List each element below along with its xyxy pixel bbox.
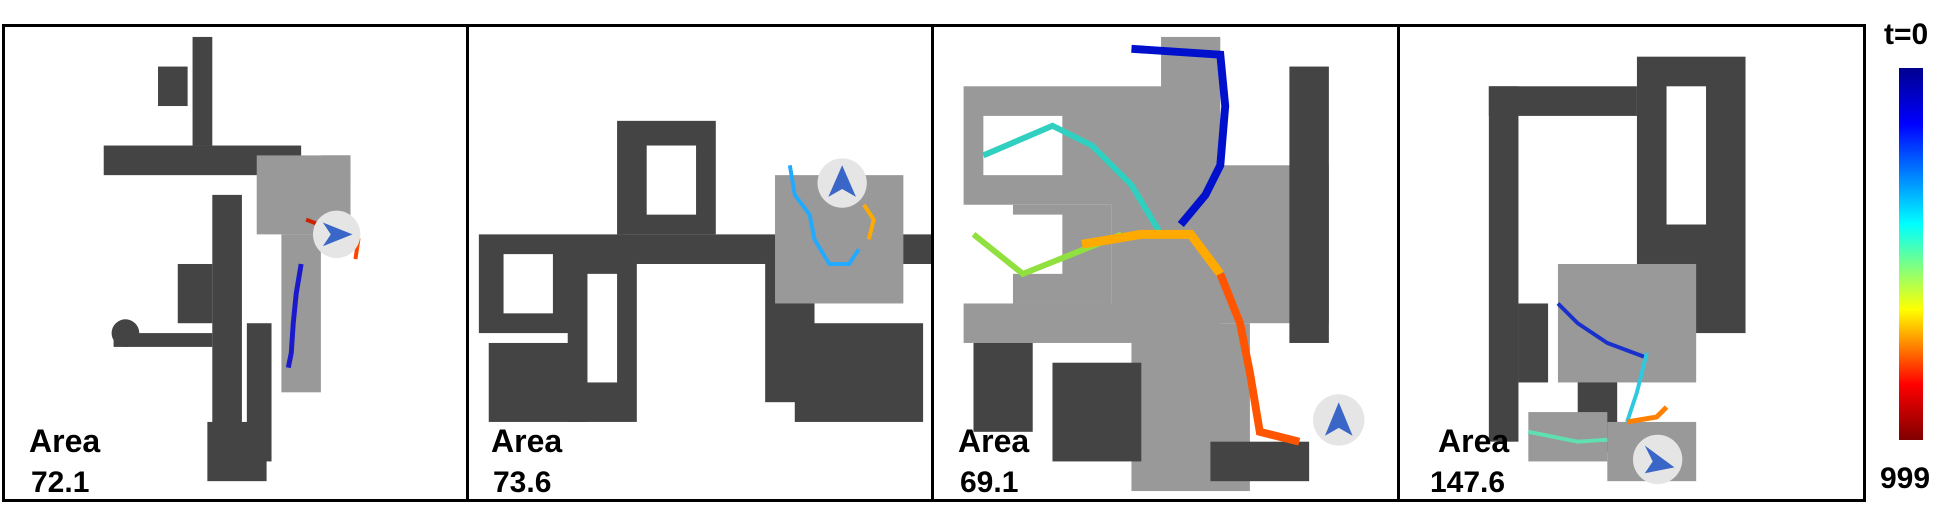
- agent-arrow-icon: [1324, 402, 1353, 436]
- area-value: 69.1: [960, 466, 1019, 499]
- area-label: Area: [958, 423, 1030, 459]
- agent-arrow-icon: [322, 222, 353, 247]
- agent-arrow-icon: [828, 165, 856, 197]
- occupancy-map-4: [1488, 56, 1746, 485]
- area-value: 72.1: [31, 466, 90, 499]
- colorbar-top-label: t=0: [1884, 18, 1929, 51]
- area-label: Area: [29, 423, 101, 459]
- area-value: 73.6: [493, 466, 552, 499]
- occupancy-map-1: [103, 36, 361, 482]
- colorbar-bottom-label: 999: [1880, 462, 1931, 495]
- area-label: Area: [491, 423, 563, 459]
- area-label: Area: [1438, 423, 1510, 459]
- map-panel-3: Area 69.1: [931, 24, 1400, 502]
- occupancy-map-3: [963, 36, 1365, 492]
- map-panel-4: Area 147.6: [1397, 24, 1866, 502]
- colorbar: [1899, 68, 1923, 440]
- agent-arrow-icon: [1644, 445, 1675, 474]
- area-value: 147.6: [1430, 466, 1506, 499]
- occupancy-map-2: [478, 120, 931, 422]
- map-panel-1: Area 72.1: [2, 24, 469, 502]
- map-panel-2: Area 73.6: [466, 24, 934, 502]
